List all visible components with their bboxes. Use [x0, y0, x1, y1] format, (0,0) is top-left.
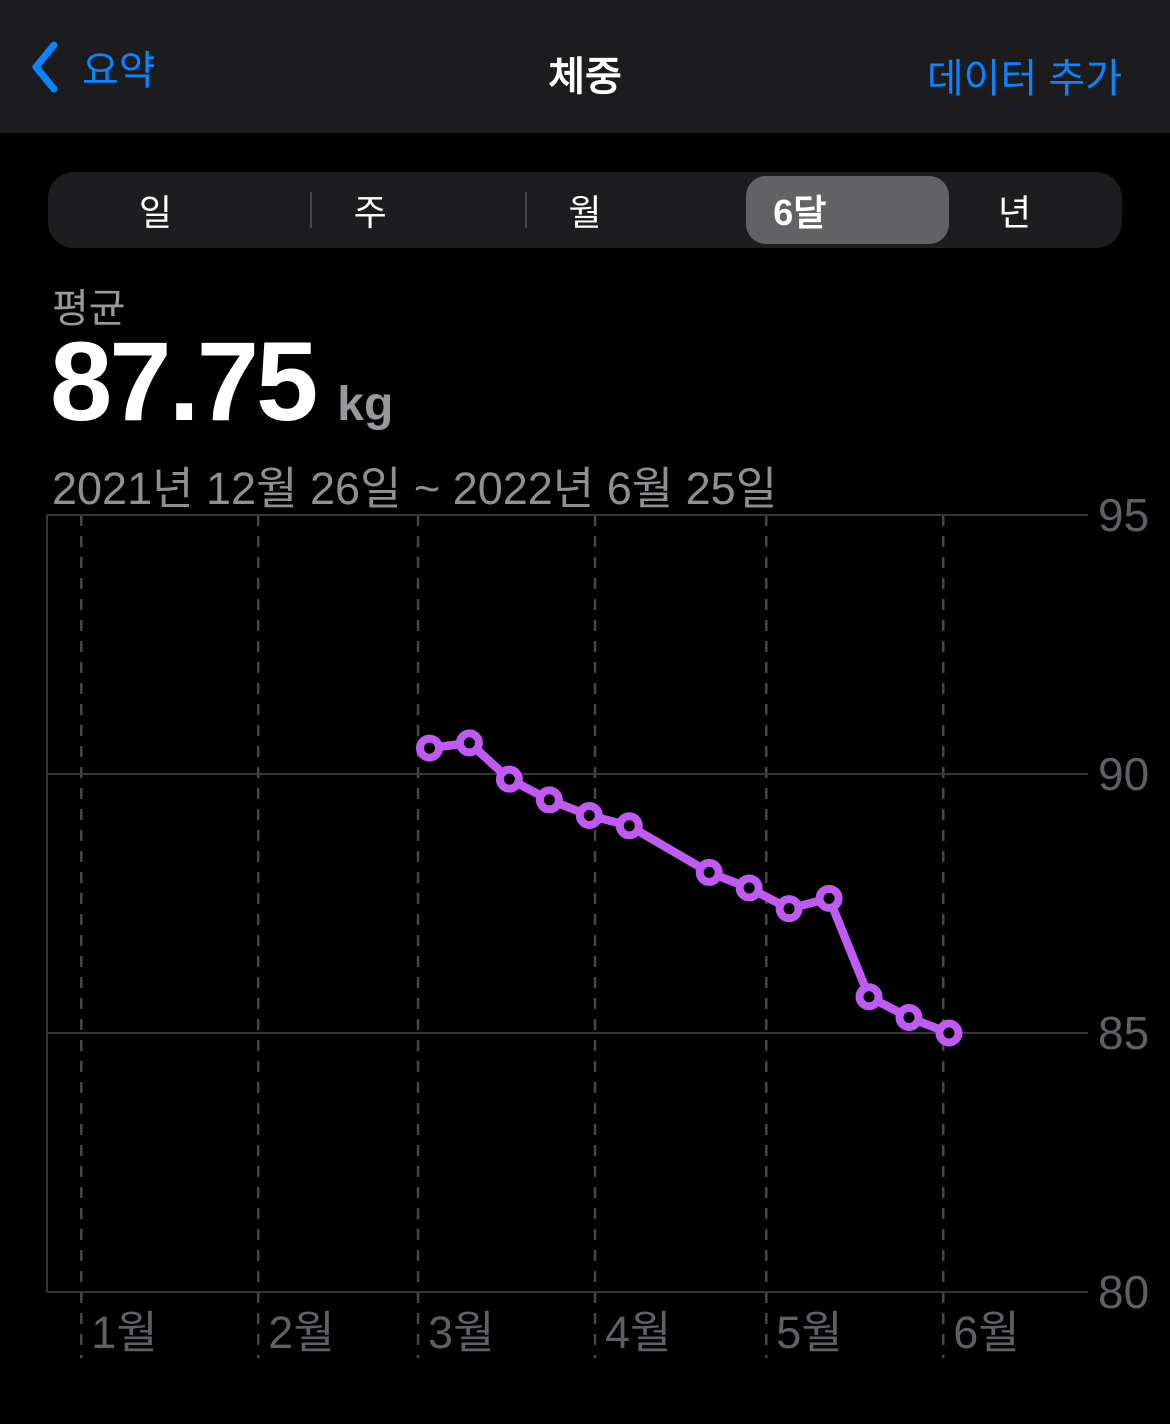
chart-x-axis-labels: 1월 2월 3월 4월 5월 6월	[91, 1307, 1019, 1358]
svg-text:2월: 2월	[268, 1307, 334, 1358]
svg-text:80: 80	[1098, 1266, 1149, 1318]
average-unit: kg	[337, 378, 394, 431]
chart-value-gridlines	[46, 514, 1088, 1293]
nav-bar: 요약 체중 데이터 추가	[0, 0, 1170, 133]
chart-y-axis-labels: 95 90 85 80	[1098, 489, 1149, 1318]
svg-text:1월: 1월	[91, 1307, 157, 1358]
average-value: 87.75	[50, 319, 318, 444]
svg-text:3월: 3월	[428, 1307, 494, 1358]
segment-6-months[interactable]: 6달	[773, 192, 827, 233]
svg-text:85: 85	[1098, 1007, 1149, 1059]
segment-divider	[310, 192, 312, 228]
svg-text:90: 90	[1098, 748, 1149, 800]
chevron-left-icon	[32, 41, 58, 93]
segment-year[interactable]: 년	[998, 192, 1032, 233]
time-range-segmented-control: 일 주 월 6달 년	[48, 172, 1122, 248]
page-title: 체중	[548, 55, 622, 99]
back-button-label: 요약	[82, 49, 156, 93]
selected-segment-pill	[746, 176, 949, 244]
segment-month[interactable]: 월	[568, 192, 602, 233]
svg-text:4월: 4월	[605, 1307, 671, 1358]
date-range-label: 2021년 12월 26일 ~ 2022년 6월 25일	[52, 463, 778, 514]
svg-text:95: 95	[1098, 489, 1149, 541]
svg-text:6월: 6월	[953, 1307, 1019, 1358]
segment-week[interactable]: 주	[353, 192, 387, 233]
svg-text:5월: 5월	[776, 1307, 842, 1358]
chart-month-gridlines	[80, 515, 945, 1358]
chart-data-points	[415, 729, 963, 1047]
average-value-row: 87.75 kg	[50, 326, 393, 438]
back-button[interactable]: 요약	[30, 36, 156, 98]
add-data-button[interactable]: 데이터 추가	[926, 57, 1122, 101]
average-label: 평균	[52, 287, 126, 331]
segment-day[interactable]: 일	[138, 192, 172, 233]
segment-divider	[525, 192, 527, 228]
